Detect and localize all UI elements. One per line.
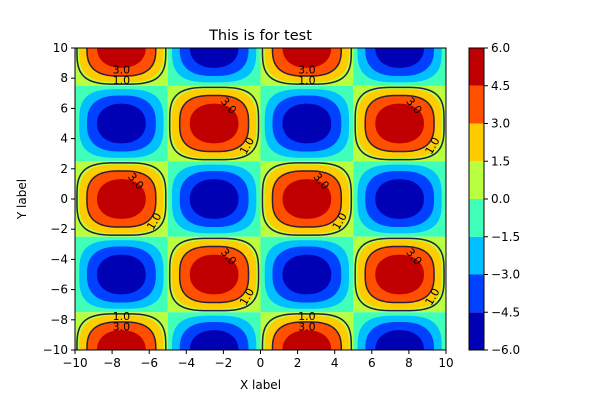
contour-line bbox=[168, 237, 260, 312]
y-tick-label: 0 bbox=[60, 192, 68, 206]
colorbar-swatch bbox=[469, 48, 484, 86]
x-tick-label: −4 bbox=[177, 356, 195, 370]
contour-fill bbox=[75, 48, 446, 350]
x-tick-label: −8 bbox=[103, 356, 121, 370]
y-tick-label: 6 bbox=[60, 101, 68, 115]
contour-band bbox=[282, 254, 332, 295]
colorbar-tick-label: −4.5 bbox=[491, 305, 520, 319]
y-tick-label: −2 bbox=[50, 222, 68, 236]
colorbar-tick-label: 1.5 bbox=[491, 154, 510, 168]
contour-line bbox=[261, 162, 353, 236]
contour-line bbox=[178, 94, 250, 153]
contour-line bbox=[76, 313, 167, 350]
contour-band bbox=[97, 103, 146, 144]
contour-line bbox=[364, 94, 435, 153]
colorbar-swatch bbox=[469, 85, 484, 124]
colorbar-swatch bbox=[469, 312, 484, 350]
x-axis-label: X label bbox=[240, 378, 281, 392]
colorbar-tick-label: 3.0 bbox=[491, 117, 510, 131]
colorbar-tick-label: −1.5 bbox=[491, 230, 520, 244]
y-axis: −10 −8 −6 −4 −2 0 2 4 6 8 10 bbox=[43, 41, 75, 357]
contour-line bbox=[261, 313, 353, 350]
contour-band bbox=[189, 254, 239, 295]
contour-label: 1.0 bbox=[298, 74, 316, 87]
contour-band bbox=[97, 330, 146, 350]
contour-label: 3.0 bbox=[298, 64, 316, 77]
contour-band bbox=[282, 179, 332, 219]
x-tick-label: −2 bbox=[215, 356, 233, 370]
colorbar: −6.0 −4.5 −3.0 −1.5 0.0 1.5 3.0 4.5 6.0 bbox=[468, 41, 520, 357]
colorbar-swatch bbox=[469, 123, 484, 162]
colorbar-swatch bbox=[469, 161, 484, 199]
contour-lines bbox=[76, 48, 445, 350]
contour-line bbox=[86, 170, 157, 228]
contour-band bbox=[375, 48, 424, 68]
x-tick-label: 2 bbox=[294, 356, 302, 370]
contour-line bbox=[364, 245, 435, 304]
contour-band bbox=[375, 103, 424, 144]
contour-band bbox=[97, 48, 146, 68]
contour-label: 3.0 bbox=[113, 320, 131, 333]
contour-line bbox=[76, 48, 167, 85]
x-tick-label: −6 bbox=[140, 356, 158, 370]
y-tick-label: −10 bbox=[43, 343, 68, 357]
contour-label: 3.0 bbox=[298, 320, 316, 333]
contour-band bbox=[375, 179, 424, 219]
colorbar-swatch bbox=[469, 236, 484, 275]
x-axis: −10 −8 −6 −4 −2 0 2 4 6 8 10 bbox=[62, 350, 454, 370]
contour-line bbox=[178, 245, 250, 304]
colorbar-swatch bbox=[469, 274, 484, 313]
x-tick-label: 10 bbox=[438, 356, 453, 370]
colorbar-tick-label: −3.0 bbox=[491, 268, 520, 282]
contour-label: 1.0 bbox=[113, 74, 131, 87]
contour-line bbox=[261, 48, 353, 85]
y-tick-label: −6 bbox=[50, 283, 68, 297]
colorbar-tick-label: 0.0 bbox=[491, 192, 510, 206]
contour-band bbox=[282, 48, 332, 68]
contour-band bbox=[97, 179, 146, 219]
contour-line bbox=[76, 162, 167, 236]
contour-label: 3.0 bbox=[113, 64, 131, 77]
contour-band bbox=[282, 103, 332, 144]
x-tick-label: −10 bbox=[62, 356, 87, 370]
y-tick-label: 8 bbox=[60, 71, 68, 85]
colorbar-tick-label: −6.0 bbox=[491, 343, 520, 357]
contour-line bbox=[271, 170, 343, 228]
contour-band bbox=[375, 330, 424, 350]
x-tick-label: 0 bbox=[257, 356, 265, 370]
contour-line bbox=[271, 48, 343, 77]
contour-line bbox=[354, 86, 445, 161]
x-tick-label: 8 bbox=[405, 356, 413, 370]
chart-title: This is for test bbox=[208, 28, 312, 44]
contour-band bbox=[282, 330, 332, 350]
contour-line bbox=[271, 321, 343, 350]
y-tick-label: 4 bbox=[60, 132, 68, 146]
contour-band bbox=[189, 179, 239, 219]
contour-band bbox=[189, 103, 239, 144]
colorbar-tick-label: 4.5 bbox=[491, 79, 510, 93]
contour-label: 1.0 bbox=[298, 310, 316, 323]
contour-label: 1.0 bbox=[113, 310, 131, 323]
contour-band bbox=[97, 254, 146, 295]
contour-band bbox=[375, 254, 424, 295]
y-tick-label: −4 bbox=[50, 252, 68, 266]
x-tick-label: 6 bbox=[368, 356, 376, 370]
contour-line bbox=[86, 48, 157, 77]
contour-line bbox=[354, 237, 445, 312]
contour-band bbox=[189, 48, 239, 68]
contour-line bbox=[86, 321, 157, 350]
y-axis-label: Y label bbox=[15, 179, 29, 220]
contour-band bbox=[189, 330, 239, 350]
contour-line bbox=[168, 86, 260, 161]
y-tick-label: −8 bbox=[50, 313, 68, 327]
colorbar-tick-label: 6.0 bbox=[491, 41, 510, 55]
colorbar-swatch bbox=[469, 199, 484, 237]
x-tick-label: 4 bbox=[331, 356, 339, 370]
y-tick-label: 10 bbox=[53, 41, 68, 55]
y-tick-label: 2 bbox=[60, 162, 68, 176]
